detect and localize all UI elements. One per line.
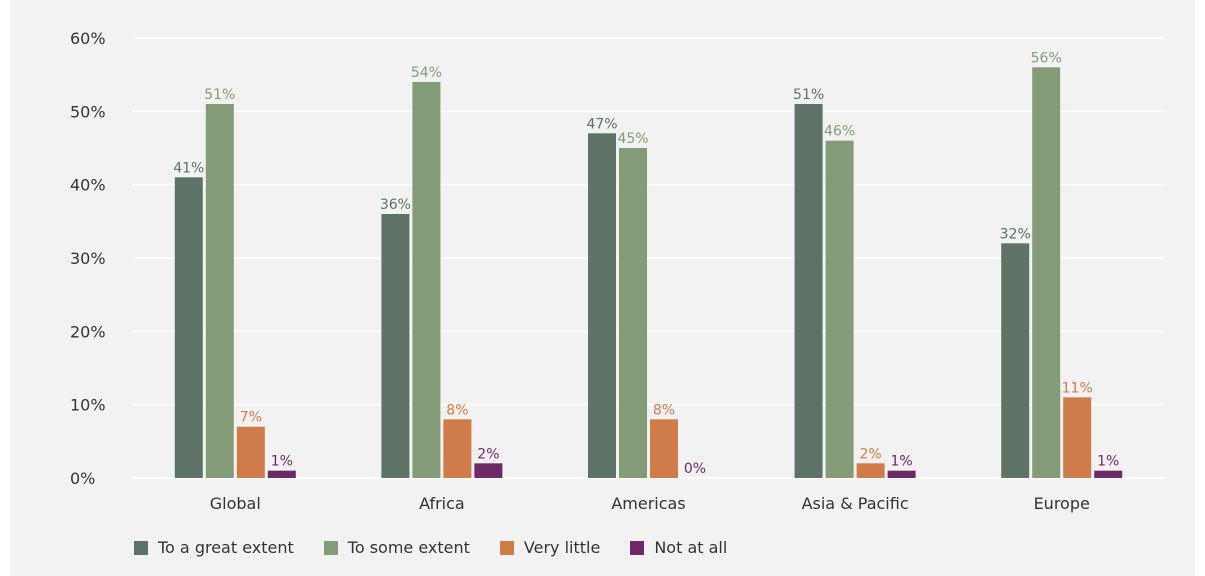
legend-swatch	[499, 540, 514, 555]
bar	[412, 82, 441, 478]
bar	[887, 470, 916, 478]
bar	[205, 104, 234, 478]
data-label: 11%	[1062, 380, 1093, 396]
data-label: 8%	[653, 402, 675, 418]
category-label: Asia & Pacific	[802, 494, 909, 513]
category-label: Africa	[419, 494, 465, 513]
bar	[794, 104, 823, 478]
data-label: 46%	[824, 124, 855, 140]
legend-item: Not at all	[630, 538, 727, 557]
chart-panel: 0% 10% 20% 30% 40% 50% 60% 41% 51% 7% 1% 36% 54% 8% 2…	[10, 0, 1195, 576]
bar	[1094, 470, 1123, 478]
gridlines	[132, 37, 1165, 479]
legend-swatch	[134, 540, 148, 555]
bar	[619, 148, 647, 478]
data-label: 41%	[173, 160, 204, 176]
bar	[1001, 243, 1030, 478]
legend-item: Very little	[499, 538, 601, 557]
category-label: Americas	[611, 494, 685, 513]
bar	[236, 426, 265, 478]
legend-swatch	[630, 540, 645, 555]
legend-item: To some extent	[323, 538, 470, 557]
y-tick-label: 40%	[70, 176, 106, 195]
data-label: 51%	[204, 87, 235, 103]
bar	[825, 140, 854, 478]
legend-label: To some extent	[347, 538, 470, 557]
legend-label: Not at all	[654, 538, 728, 557]
bar	[381, 214, 410, 478]
category-label: Europe	[1034, 494, 1090, 513]
y-tick-label: 30%	[70, 249, 106, 268]
data-label: 2%	[859, 446, 881, 462]
bar	[174, 177, 203, 479]
data-label: 0%	[684, 461, 706, 477]
legend-label: Very little	[523, 538, 601, 557]
data-label: 56%	[1031, 50, 1062, 66]
y-axis-ticks: 0% 10% 20% 30% 40% 50% 60%	[70, 29, 106, 488]
y-tick-label: 60%	[70, 29, 106, 48]
bar	[474, 463, 503, 478]
bar	[856, 463, 885, 478]
y-tick-label: 10%	[70, 396, 106, 415]
data-label: 1%	[1097, 454, 1119, 470]
data-label: 47%	[586, 116, 617, 132]
bar	[267, 470, 296, 478]
data-label: 36%	[380, 197, 411, 213]
data-label: 45%	[617, 131, 648, 147]
legend-label: To a great extent	[158, 538, 294, 557]
bar-chart: 0% 10% 20% 30% 40% 50% 60% 41% 51% 7% 1% 36% 54% 8% 2…	[70, 29, 1165, 513]
data-label: 1%	[271, 454, 293, 470]
data-label: 54%	[411, 65, 442, 81]
bars	[174, 67, 1123, 479]
y-tick-label: 20%	[70, 322, 106, 341]
data-label: 8%	[446, 402, 468, 418]
data-label: 2%	[477, 446, 499, 462]
bar	[1063, 397, 1092, 478]
bar	[1032, 67, 1061, 478]
y-tick-label: 50%	[70, 102, 106, 121]
bar	[650, 419, 678, 478]
bar	[443, 419, 472, 478]
legend-swatch	[323, 540, 338, 555]
data-label: 7%	[240, 410, 262, 426]
legend-item: To a great extent	[134, 538, 294, 557]
category-label: Global	[210, 494, 261, 513]
legend: To a great extent To some extent Very litt…	[134, 538, 757, 557]
data-label: 32%	[1000, 226, 1031, 242]
x-axis-categories: Global Africa Americas Asia & Pacific Europe	[210, 494, 1090, 513]
bar	[588, 133, 616, 479]
data-label: 1%	[890, 454, 912, 470]
y-tick-label: 0%	[70, 469, 95, 488]
data-labels: 41% 51% 7% 1% 36% 54% 8% 2% 47%45% 8% 0% 51% 46% 2% 1%…	[173, 50, 1119, 477]
data-label: 51%	[793, 87, 824, 103]
